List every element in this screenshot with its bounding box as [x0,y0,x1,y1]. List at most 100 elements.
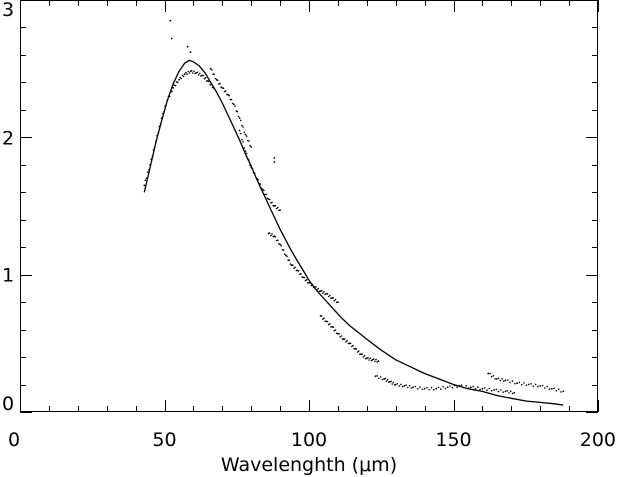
data-point [243,131,246,134]
data-point [352,344,354,347]
data-point [273,161,276,164]
data-point [412,386,414,389]
data-point [311,283,314,286]
data-point [238,129,241,132]
data-point [483,387,486,389]
data-point [199,72,201,75]
data-point [334,329,337,331]
data-point [190,69,193,72]
data-point [379,376,382,378]
data-point [506,389,509,392]
data-segment [209,67,253,148]
data-point [154,140,157,143]
data-point [275,239,278,242]
data-point [213,73,215,76]
data-point [315,286,317,288]
data-point [277,239,279,241]
data-point [465,384,468,387]
data-point [344,338,346,340]
data-point [323,317,325,320]
data-segment [319,315,380,363]
data-point [310,284,313,287]
tick-marks [20,0,599,413]
data-point [197,74,200,76]
data-point [231,102,234,105]
data-point [241,124,243,127]
data-point [408,384,411,387]
data-point [329,322,331,325]
data-point [537,385,539,388]
data-point [375,358,377,361]
data-point [362,356,365,358]
data-point [356,351,359,353]
data-point [303,276,306,279]
data-point [181,74,184,77]
data-point [149,163,152,166]
data-segment [267,232,339,304]
data-point [157,132,159,134]
data-point [374,375,377,378]
data-point [444,387,447,390]
data-point [280,244,283,247]
data-point [245,152,248,155]
data-point [492,375,495,377]
data-point [504,379,507,382]
data-point [449,385,451,387]
plot-frame [20,0,598,412]
data-point [339,336,342,338]
data-point [513,391,516,394]
data-point [523,382,525,384]
data-segment [487,372,565,393]
data-point [481,387,484,390]
data-point [497,390,500,393]
data-point [222,87,225,90]
data-point [230,98,233,101]
data-point [152,149,155,151]
data-point [541,384,544,387]
data-point [162,112,164,115]
data-segment [143,69,215,187]
data-point [281,249,284,251]
data-point [244,133,247,136]
data-point [204,77,207,79]
data-point [178,78,180,81]
data-point [511,380,514,382]
data-point [309,281,312,284]
data-point [430,386,433,389]
data-point [251,167,254,170]
data-point [414,385,417,388]
data-point [367,356,369,359]
data-point [503,380,505,382]
data-point [214,77,217,80]
data-point [546,385,548,388]
data-point [268,198,271,201]
data-point [334,298,337,301]
data-point [158,125,161,128]
data-point [494,378,496,380]
data-point [240,119,242,122]
data-point [329,294,331,297]
data-point [495,388,498,391]
y-tick-label: 0 [2,393,14,415]
data-point [440,388,442,390]
data-point [242,126,244,128]
data-point [376,375,379,377]
data-point [508,392,510,394]
data-point [322,292,324,295]
data-point [225,90,227,92]
data-point [248,140,250,142]
series-layer [143,19,565,406]
data-point [151,155,154,158]
data-point [187,70,189,73]
data-point [354,347,357,350]
data-point [446,386,449,389]
data-point [381,378,384,381]
data-point [550,387,553,390]
data-point [463,386,465,389]
data-point [253,172,256,174]
data-point [509,390,512,393]
data-point [327,323,330,326]
data-point [297,270,300,272]
data-point [421,388,424,391]
